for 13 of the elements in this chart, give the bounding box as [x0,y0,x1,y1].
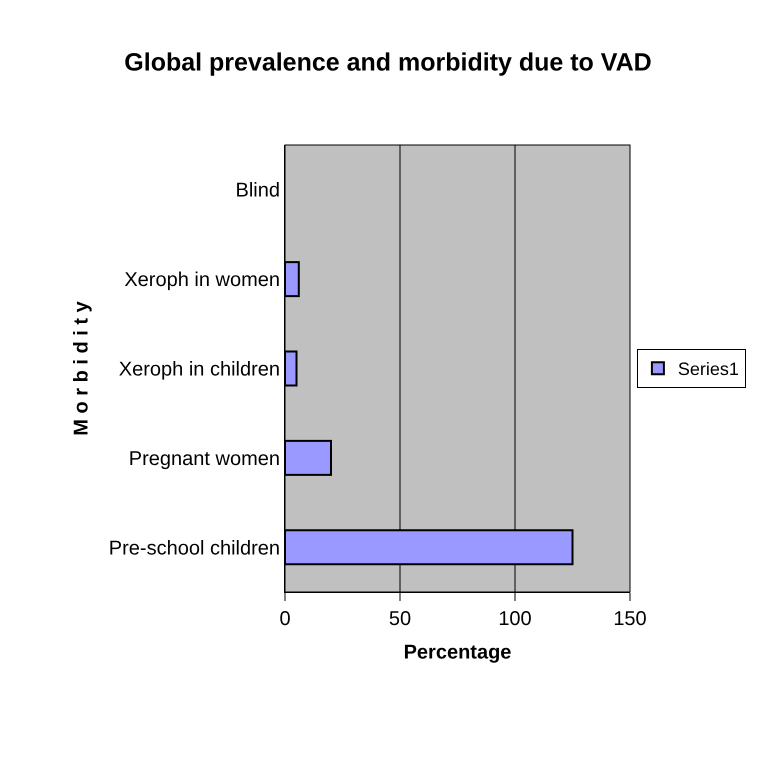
y-tick-label: Xeroph in children [118,358,280,380]
y-tick-label: Xeroph in women [124,269,280,292]
legend-label: Series1 [678,359,739,380]
x-tick-label: 150 [613,608,647,630]
x-tick-label: 0 [279,608,291,630]
y-tick-label: Blind [236,180,280,202]
x-axis-title: Percentage [404,642,512,664]
y-tick-label: Pregnant women [128,448,280,470]
x-tick-label: 100 [498,608,532,630]
y-axis-title: M o r b i d i t y [70,300,92,436]
y-tick-label: Pre-school children [108,537,280,560]
x-tick-label: 50 [388,608,412,630]
chart-title: Global prevalence and morbidity due to VAD [124,48,652,76]
